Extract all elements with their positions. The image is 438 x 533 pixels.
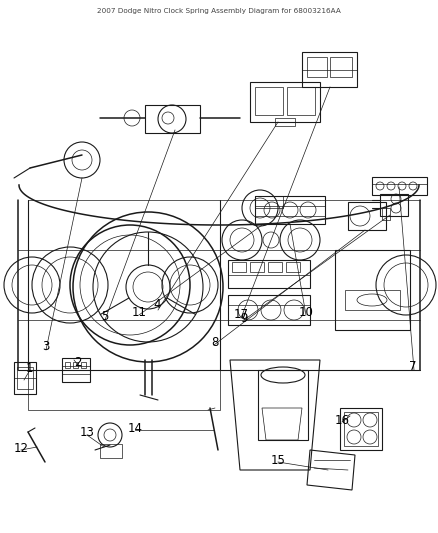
Text: 7: 7 [409, 360, 417, 374]
Bar [250, 262, 264, 272]
Bar [228, 260, 310, 288]
Bar [100, 444, 122, 458]
Bar [145, 105, 200, 133]
Text: 8: 8 [211, 336, 219, 350]
Text: 2: 2 [74, 356, 82, 368]
Text: 11: 11 [131, 305, 146, 319]
Text: 9: 9 [240, 311, 248, 325]
Bar [65, 362, 70, 368]
Text: 5: 5 [101, 311, 109, 324]
Text: 16: 16 [335, 414, 350, 426]
Bar [62, 358, 90, 382]
Text: 12: 12 [14, 441, 28, 455]
Text: 13: 13 [80, 425, 95, 439]
Bar [302, 52, 357, 87]
Bar [268, 262, 282, 272]
Bar [345, 290, 400, 310]
Bar [382, 208, 390, 220]
Text: 2007 Dodge Nitro Clock Spring Assembly Diagram for 68003216AA: 2007 Dodge Nitro Clock Spring Assembly D… [97, 8, 341, 14]
Bar [335, 250, 410, 330]
Bar [258, 370, 308, 440]
Bar [17, 367, 33, 389]
Text: 17: 17 [233, 309, 248, 321]
Bar [344, 412, 378, 446]
Bar [286, 262, 300, 272]
Bar [232, 262, 246, 272]
Bar [14, 362, 36, 394]
Bar [380, 194, 408, 216]
Bar [81, 362, 86, 368]
Bar [275, 118, 295, 126]
Text: 10: 10 [299, 305, 314, 319]
Bar [255, 196, 325, 224]
Bar [287, 87, 315, 115]
Bar [307, 57, 327, 77]
Text: 4: 4 [153, 298, 161, 311]
Text: 1: 1 [25, 361, 33, 375]
Bar [255, 87, 283, 115]
Text: 15: 15 [271, 454, 286, 466]
Bar [340, 408, 382, 450]
Bar [250, 82, 320, 122]
Bar [73, 362, 78, 368]
Bar [348, 202, 386, 230]
Text: 14: 14 [127, 422, 142, 434]
Bar [228, 295, 310, 325]
Text: 3: 3 [42, 341, 49, 353]
Bar [330, 57, 352, 77]
Bar [255, 196, 283, 208]
Bar [372, 177, 427, 195]
